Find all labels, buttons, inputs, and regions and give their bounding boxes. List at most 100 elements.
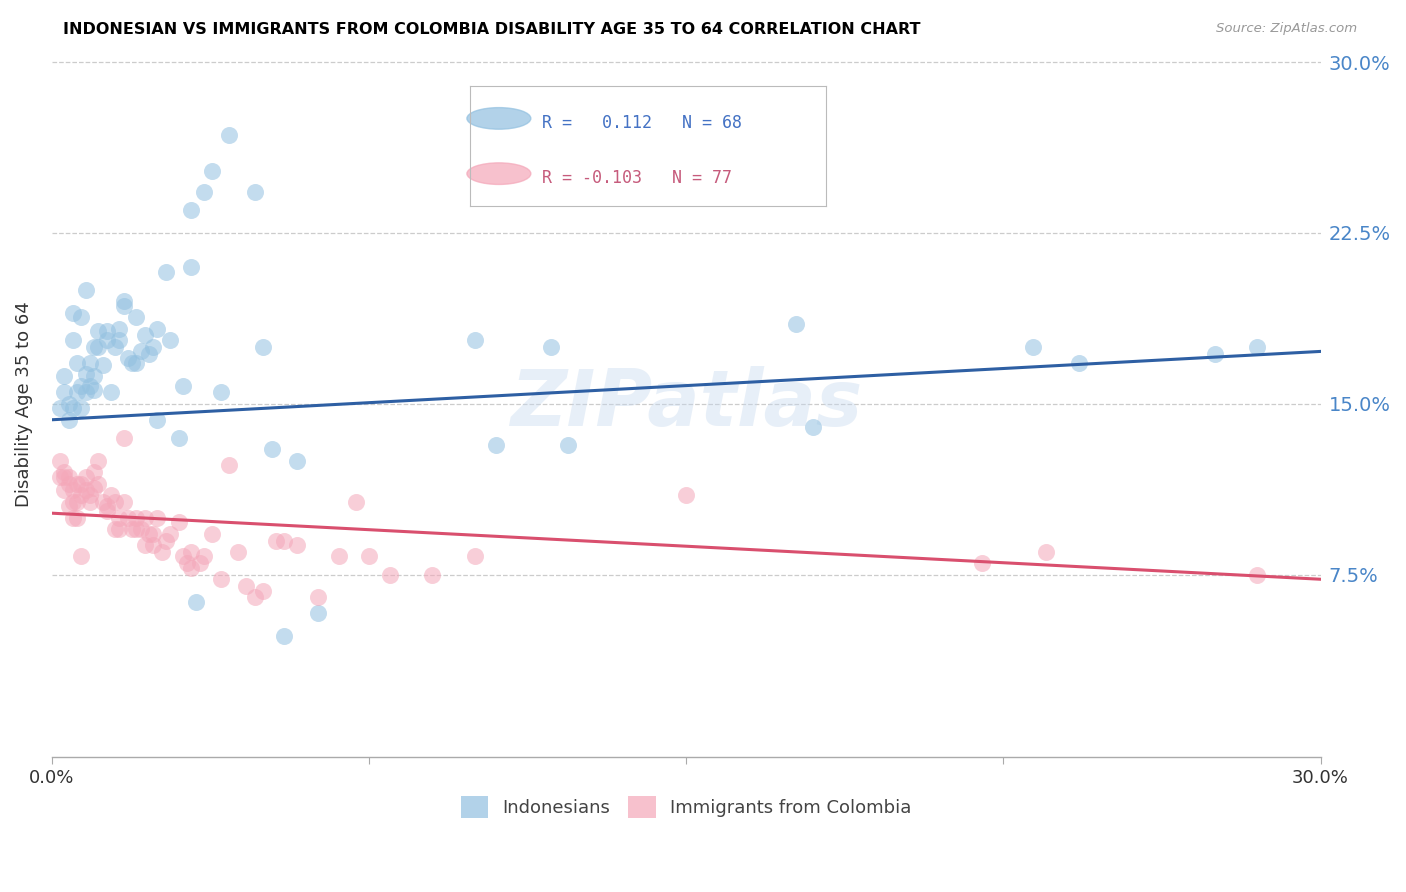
Point [70,310,93,325]
Point [58,397,80,411]
Point [188,557,211,571]
Point [134,538,156,552]
Point [87,454,110,468]
Point [83,383,105,397]
Point [117,510,139,524]
Point [527,164,550,178]
Point [79,378,101,392]
Point [1246,340,1268,354]
Text: ZIPatlas: ZIPatlas [510,366,862,442]
Point [62,510,84,524]
Point [75,368,97,382]
Point [1035,545,1057,559]
Point [70,401,93,416]
Point [58,500,80,514]
Point [243,185,266,199]
Point [125,522,148,536]
Point [62,495,84,509]
Point [125,310,148,325]
Point [70,488,93,502]
Point [285,538,308,552]
Point [75,469,97,483]
Point [1204,347,1226,361]
Point [125,510,148,524]
Point [801,419,824,434]
Point [142,340,165,354]
Point [172,378,194,392]
Point [209,572,232,586]
Point [100,488,122,502]
Point [108,510,131,524]
Point [96,333,118,347]
Point [260,442,283,457]
Point [66,495,89,509]
Point [66,385,89,400]
Point [138,526,160,541]
Point [201,526,224,541]
Point [87,324,110,338]
Point [112,299,135,313]
Point [184,595,207,609]
Point [112,294,135,309]
Point [53,483,76,498]
Point [422,567,444,582]
Point [62,401,84,416]
Point [172,549,194,564]
Point [159,333,181,347]
Point [540,340,562,354]
Point [307,591,329,605]
Point [108,333,131,347]
Point [112,495,135,509]
Point [464,549,486,564]
Point [180,203,202,218]
Point [264,533,287,548]
Point [58,476,80,491]
Point [66,510,89,524]
Point [53,465,76,479]
Point [104,495,127,509]
Text: Source: ZipAtlas.com: Source: ZipAtlas.com [1216,22,1357,36]
Point [121,522,143,536]
Point [87,340,110,354]
Point [49,469,72,483]
Point [180,545,202,559]
Point [108,321,131,335]
Point [49,454,72,468]
Point [83,340,105,354]
Point [193,185,215,199]
Point [150,545,173,559]
Point [83,369,105,384]
Point [344,495,367,509]
Point [142,526,165,541]
Point [146,321,169,335]
Point [167,431,190,445]
Point [209,385,232,400]
Point [75,483,97,498]
Point [117,351,139,366]
Legend: Indonesians, Immigrants from Colombia: Indonesians, Immigrants from Colombia [454,789,918,826]
Point [226,545,249,559]
Point [235,579,257,593]
Point [70,549,93,564]
Point [357,549,380,564]
Point [146,510,169,524]
Point [307,607,329,621]
Point [96,504,118,518]
Point [75,385,97,400]
Point [112,431,135,445]
Point [79,495,101,509]
Point [180,260,202,274]
Point [83,465,105,479]
Y-axis label: Disability Age 35 to 64: Disability Age 35 to 64 [15,301,32,507]
Point [75,283,97,297]
Point [252,583,274,598]
Point [53,369,76,384]
Point [87,476,110,491]
Point [58,413,80,427]
Point [79,488,101,502]
Point [180,561,202,575]
Point [104,340,127,354]
Point [134,510,156,524]
Point [378,567,401,582]
Point [167,516,190,530]
